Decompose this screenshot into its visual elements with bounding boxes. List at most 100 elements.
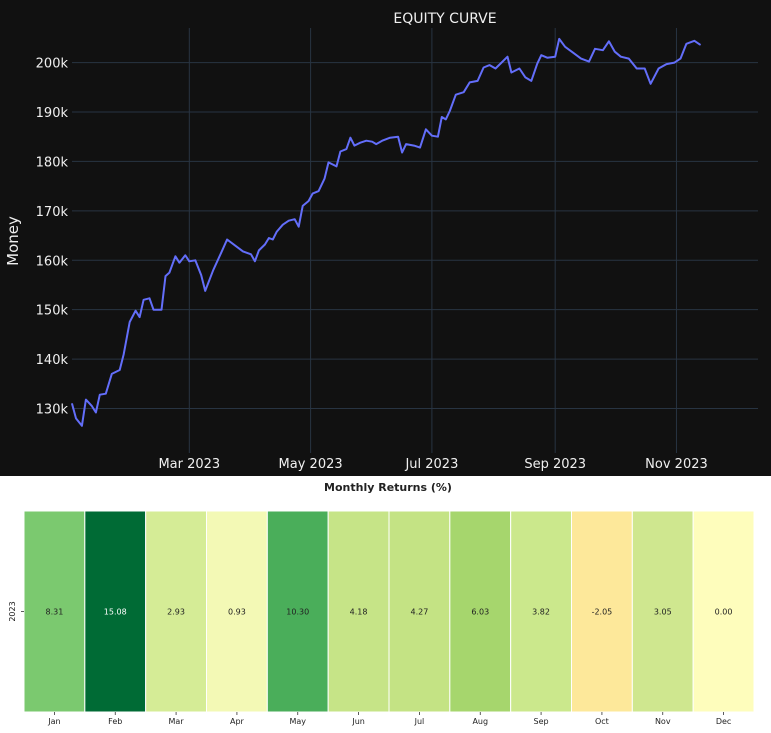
equity-point: [431, 135, 432, 136]
equity-point: [644, 68, 645, 69]
equity-y-axis-label: Money: [4, 216, 22, 266]
equity-point: [227, 239, 228, 240]
equity-point: [594, 48, 595, 49]
heatmap-month-label: Aug: [472, 717, 488, 726]
equity-point: [135, 310, 136, 311]
heatmap-month-label: Nov: [655, 717, 671, 726]
y-tick-label: 160k: [36, 254, 69, 269]
equity-point: [620, 56, 621, 57]
equity-point: [694, 40, 695, 41]
equity-point: [272, 239, 273, 240]
equity-point: [565, 46, 566, 47]
heatmap-month-label: Mar: [169, 717, 185, 726]
equity-point: [250, 254, 251, 255]
equity-point: [254, 261, 255, 262]
equity-gridlines: [72, 28, 758, 453]
heatmap-month-label: Jun: [351, 717, 365, 726]
y-tick-label: 180k: [36, 155, 69, 170]
equity-point: [149, 298, 150, 299]
x-tick-label: Sep 2023: [524, 457, 586, 472]
heatmap-month-label: Jul: [414, 717, 425, 726]
equity-point: [81, 425, 82, 426]
y-tick-label: 170k: [36, 205, 69, 220]
equity-point: [419, 147, 420, 148]
monthly-returns-heatmap: Monthly Returns (%) 8.31 15.08 2.93 0.93 10.…: [0, 476, 771, 733]
equity-point: [366, 140, 367, 141]
equity-point: [318, 191, 319, 192]
equity-point: [276, 231, 277, 232]
heatmap-value-label: -2.05: [592, 608, 613, 617]
equity-point: [213, 270, 214, 271]
heatmap-value-label: 2.93: [167, 608, 185, 617]
y-tick-label: 140k: [36, 353, 69, 368]
equity-point: [463, 92, 464, 93]
equity-point: [111, 373, 112, 374]
equity-point: [507, 56, 508, 57]
equity-point: [559, 38, 560, 39]
equity-point: [75, 418, 76, 419]
equity-point: [350, 137, 351, 138]
x-tick-label: Nov 2023: [645, 457, 708, 472]
equity-point: [376, 144, 377, 145]
equity-point: [531, 80, 532, 81]
equity-point: [580, 58, 581, 59]
heatmap-value-label: 6.03: [471, 608, 489, 617]
equity-point: [328, 162, 329, 163]
equity-point: [402, 152, 403, 153]
equity-point: [483, 67, 484, 68]
equity-point: [129, 321, 130, 322]
heatmap-value-label: 10.30: [286, 608, 309, 617]
equity-point: [555, 56, 556, 57]
heatmap-value-label: 4.18: [350, 608, 368, 617]
equity-point: [258, 250, 259, 251]
equity-point: [449, 110, 450, 111]
equity-point: [700, 44, 701, 45]
equity-point: [406, 144, 407, 145]
equity-curve-chart: EQUITY CURVE Money 130k140k150k160k170k1…: [0, 0, 771, 476]
equity-point: [185, 255, 186, 256]
equity-point: [666, 64, 667, 65]
equity-point: [354, 145, 355, 146]
equity-point: [99, 394, 100, 395]
equity-point: [537, 63, 538, 64]
equity-point: [312, 193, 313, 194]
equity-point: [628, 58, 629, 59]
equity-point: [221, 252, 222, 253]
equity-point: [302, 205, 303, 206]
equity-point: [573, 52, 574, 53]
equity-point: [495, 68, 496, 69]
equity-point: [455, 94, 456, 95]
heatmap-title: Monthly Returns (%): [324, 481, 452, 494]
equity-curve-panel: EQUITY CURVE Money 130k 140k 150k 160k 170k 1…: [0, 0, 771, 476]
heatmap-month-label: Feb: [108, 717, 122, 726]
equity-point: [308, 200, 309, 201]
equity-point: [201, 275, 202, 276]
equity-point: [602, 50, 603, 51]
equity-point: [264, 244, 265, 245]
equity-point: [425, 129, 426, 130]
equity-point: [282, 224, 283, 225]
heatmap-month-label: Dec: [716, 717, 731, 726]
equity-point: [242, 251, 243, 252]
heatmap-value-label: 8.31: [46, 608, 64, 617]
equity-point: [390, 137, 391, 138]
equity-point: [614, 51, 615, 52]
equity-point: [519, 68, 520, 69]
y-tick-label: 200k: [36, 57, 69, 72]
equity-point: [588, 61, 589, 62]
x-tick-label: May 2023: [279, 457, 343, 472]
equity-x-ticks: Mar 2023 May 2023 Jul 2023 Sep 2023 Nov 2023: [158, 457, 707, 472]
heatmap-value-label: 3.05: [654, 608, 672, 617]
equity-point: [547, 57, 548, 58]
x-tick-label: Mar 2023: [158, 457, 220, 472]
equity-point: [525, 77, 526, 78]
heatmap-value-label: 4.27: [411, 608, 429, 617]
equity-point: [298, 226, 299, 227]
heatmap-row-label: 2023: [8, 601, 17, 621]
equity-point: [336, 166, 337, 167]
equity-point: [501, 62, 502, 63]
equity-point: [441, 116, 442, 117]
heatmap-month-label: Apr: [230, 717, 245, 726]
y-tick-label: 130k: [36, 403, 69, 418]
equity-point: [413, 145, 414, 146]
